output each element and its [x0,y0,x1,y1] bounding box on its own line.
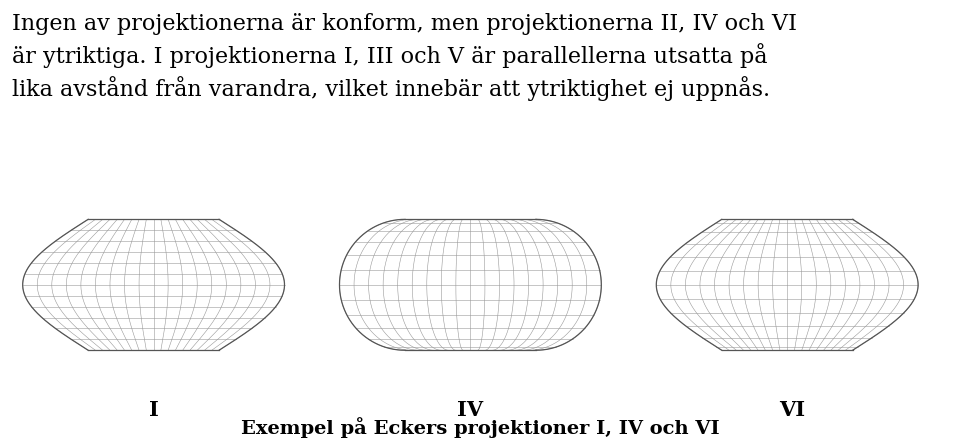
Text: VI: VI [779,400,805,421]
Text: IV: IV [457,400,484,421]
Text: Ingen av projektionerna är konform, men projektionerna II, IV och VI
är ytriktig: Ingen av projektionerna är konform, men … [12,13,797,101]
Text: Exempel på Eckers projektioner I, IV och VI: Exempel på Eckers projektioner I, IV och… [241,417,719,438]
Text: I: I [149,400,158,421]
